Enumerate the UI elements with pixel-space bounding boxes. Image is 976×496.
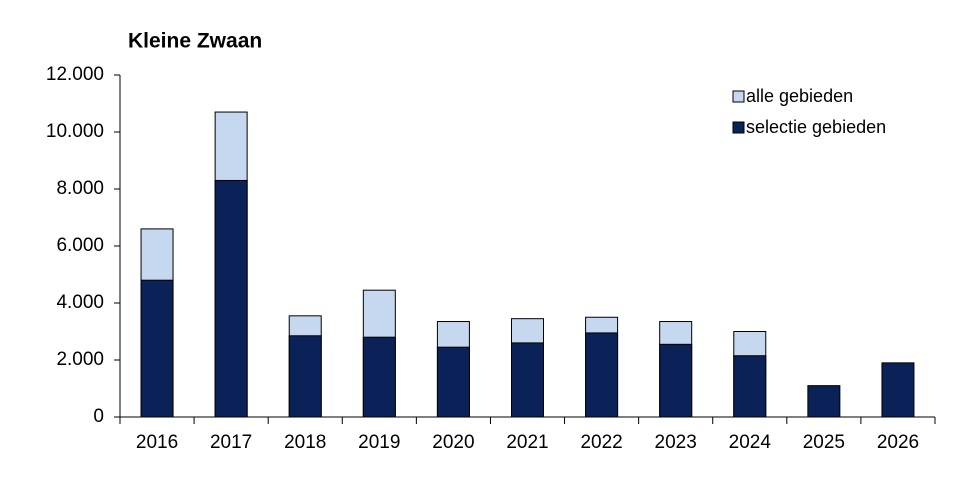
y-tick-label: 12.000 bbox=[46, 64, 104, 85]
bar bbox=[288, 335, 322, 418]
bar bbox=[140, 279, 174, 418]
bar bbox=[733, 355, 767, 418]
legend-swatch bbox=[732, 90, 745, 103]
y-tick-label: 2.000 bbox=[56, 349, 104, 370]
bar bbox=[807, 385, 841, 418]
legend-label: alle gebieden bbox=[746, 86, 853, 106]
bar bbox=[362, 336, 396, 418]
x-tick-label: 2019 bbox=[358, 432, 400, 453]
y-tick-label: 6.000 bbox=[56, 235, 104, 256]
bar bbox=[659, 343, 693, 418]
bar bbox=[585, 332, 619, 418]
y-tick-label: 0 bbox=[93, 406, 104, 427]
x-tick-label: 2023 bbox=[655, 432, 697, 453]
bar bbox=[511, 342, 544, 418]
legend-label: selectie gebieden bbox=[746, 117, 886, 137]
x-tick-label: 2017 bbox=[210, 432, 252, 453]
y-tick-label: 4.000 bbox=[56, 292, 104, 313]
bar bbox=[214, 179, 248, 418]
chart-title: Kleine Zwaan bbox=[128, 30, 262, 53]
legend-swatch bbox=[732, 121, 745, 134]
x-tick-label: 2026 bbox=[877, 432, 919, 453]
bar bbox=[436, 346, 470, 418]
x-tick-label: 2022 bbox=[580, 432, 622, 453]
x-tick-label: 2018 bbox=[284, 432, 326, 453]
bar bbox=[881, 362, 915, 418]
y-tick-label: 8.000 bbox=[56, 178, 104, 199]
x-tick-label: 2025 bbox=[803, 432, 845, 453]
x-tick-label: 2021 bbox=[506, 432, 548, 453]
x-tick-label: 2024 bbox=[729, 432, 772, 453]
x-tick-label: 2020 bbox=[432, 432, 474, 453]
y-tick-label: 10.000 bbox=[46, 121, 104, 142]
x-tick-label: 2016 bbox=[136, 432, 178, 453]
